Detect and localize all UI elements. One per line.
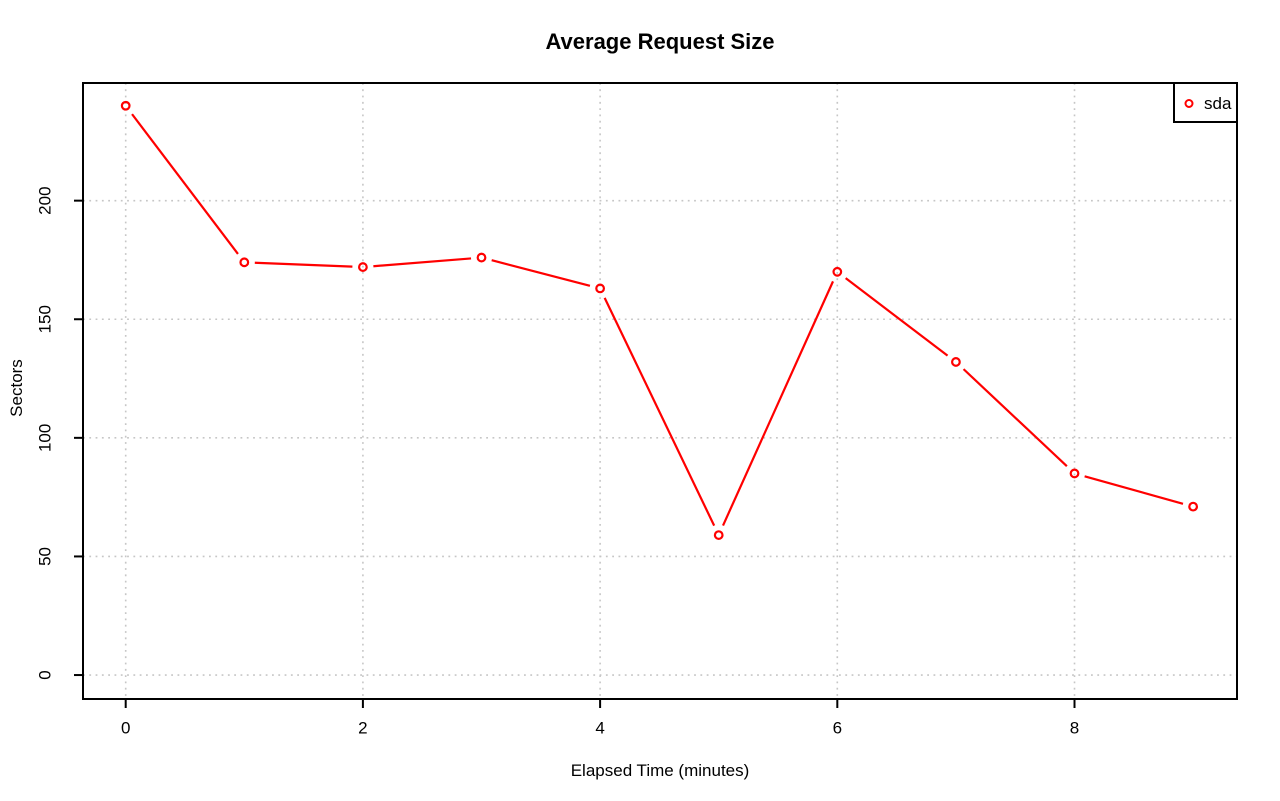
x-tick-label: 6 (833, 719, 842, 738)
series-line-segment (603, 297, 716, 527)
data-point-marker (1069, 468, 1080, 479)
series-line-segment (491, 259, 591, 287)
data-point-marker (120, 100, 131, 111)
series-line-segment (254, 261, 353, 268)
data-point-marker (476, 252, 487, 263)
y-tick-label: 50 (36, 547, 55, 566)
legend-symbol-open-circle (1184, 99, 1194, 108)
y-tick-label: 150 (36, 305, 55, 333)
x-tick-label: 8 (1070, 719, 1079, 738)
data-point-marker (713, 530, 724, 540)
legend-label: sda (1204, 94, 1232, 113)
y-tick-label: 100 (36, 424, 55, 452)
data-point-marker (832, 266, 843, 277)
chart-title: Average Request Size (545, 29, 775, 54)
series-line-segment (722, 280, 835, 526)
x-tick-label: 4 (595, 719, 604, 738)
data-point-marker (951, 357, 961, 367)
x-tick-label: 2 (358, 719, 367, 738)
data-point-marker (358, 262, 368, 272)
series-line-segment (131, 113, 239, 255)
data-point-marker (595, 283, 606, 294)
data-point-marker (239, 257, 250, 268)
legend-box (1173, 82, 1238, 123)
y-tick-label: 200 (36, 186, 55, 214)
y-tick-label: 0 (36, 670, 55, 679)
x-tick-label: 0 (121, 719, 130, 738)
plot-box (82, 82, 1238, 700)
x-axis-title: Elapsed Time (minutes) (570, 761, 750, 780)
series-line-segment (373, 257, 472, 268)
data-point-marker (1188, 501, 1199, 512)
series-line-segment (845, 277, 949, 357)
series-line-segment (1084, 475, 1184, 505)
series-line-segment (962, 368, 1068, 468)
